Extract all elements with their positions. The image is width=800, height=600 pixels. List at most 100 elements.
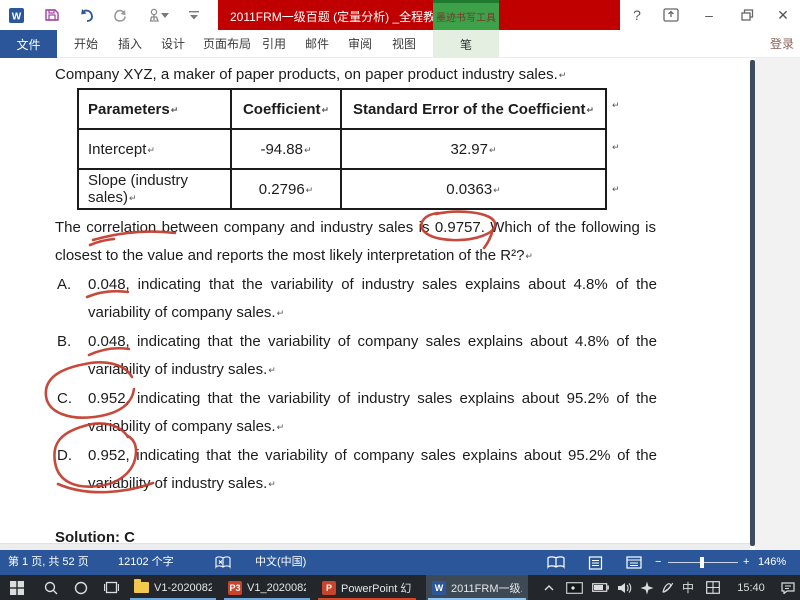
word-count[interactable]: 12102 个字 bbox=[118, 556, 174, 568]
cell-slope-se: 0.0363 bbox=[446, 180, 493, 198]
minimize-button[interactable]: – bbox=[705, 7, 713, 23]
cell-slope: Slope (industry sales) bbox=[88, 172, 189, 206]
document-right-margin bbox=[755, 58, 800, 550]
close-button[interactable]: ✕ bbox=[777, 6, 789, 23]
option-d-label: D. bbox=[57, 447, 72, 464]
svg-text:W: W bbox=[11, 11, 21, 22]
cell-intercept-coef: -94.88 bbox=[260, 140, 303, 158]
cortana-icon[interactable] bbox=[68, 575, 94, 600]
zoom-slider-handle[interactable] bbox=[700, 557, 704, 568]
option-c-line2: variability of company sales.↵ bbox=[88, 418, 285, 435]
tab-view[interactable]: 视图 bbox=[392, 37, 417, 51]
regression-table: Parameters↵ Coefficient↵ Standard Error … bbox=[77, 88, 607, 210]
tab-layout[interactable]: 页面布局 bbox=[203, 37, 252, 51]
battery-icon[interactable] bbox=[588, 575, 612, 600]
option-b-line1: 0.048, indicating that the variability o… bbox=[88, 333, 657, 350]
save-icon[interactable] bbox=[42, 5, 62, 25]
ribbon-tab-row: 文件 开始 插入 设计 页面布局 引用 邮件 审阅 视图 笔 登录 bbox=[0, 30, 800, 58]
table-header-row: Parameters↵ Coefficient↵ Standard Error … bbox=[77, 88, 607, 130]
status-bar: 第 1 页, 共 52 页 12102 个字 中文(中国) − + 146% bbox=[0, 550, 800, 575]
notification-center-icon[interactable] bbox=[778, 575, 798, 600]
contextual-tab-group: 墨迹书写工具 bbox=[433, 0, 499, 30]
redo-icon[interactable] bbox=[110, 5, 130, 25]
tab-pen[interactable]: 笔 bbox=[433, 30, 499, 58]
tray-display-icon[interactable] bbox=[562, 575, 586, 600]
word-icon: W bbox=[432, 580, 446, 595]
read-mode-icon[interactable] bbox=[546, 554, 566, 571]
touch-mode-icon[interactable] bbox=[144, 5, 164, 25]
word-logo-icon: W bbox=[6, 5, 26, 25]
tray-chevron-up-icon[interactable] bbox=[540, 575, 558, 600]
table-row-end-mark: ↵ bbox=[612, 142, 620, 152]
option-c-line1: 0.952, indicating that the variability o… bbox=[88, 390, 657, 407]
question-line-2: closest to the value and reports the mos… bbox=[55, 247, 533, 264]
option-b-line2: variability of industry sales.↵ bbox=[88, 361, 276, 378]
option-b-label: B. bbox=[57, 333, 72, 350]
zoom-level[interactable]: 146% bbox=[758, 556, 787, 568]
title-bar: W 2011FRM一级百题 (定量分析) _全程教育 【... 墨迹书写工具 ?… bbox=[0, 0, 800, 30]
start-button windows-logo-icon[interactable] bbox=[4, 575, 30, 600]
zoom-in-button[interactable]: + bbox=[743, 556, 750, 568]
ime-language-indicator[interactable]: 中 bbox=[681, 581, 694, 595]
cell-intercept: Intercept bbox=[88, 140, 147, 158]
tab-file[interactable]: 文件 bbox=[0, 30, 57, 58]
cell-slope-coef: 0.2796 bbox=[258, 180, 305, 198]
vertical-scrollbar[interactable] bbox=[750, 60, 755, 546]
window-title: 2011FRM一级百题 (定量分析) _全程教育 【... bbox=[230, 10, 473, 24]
intro-line: Company XYZ, a maker of paper products, … bbox=[55, 66, 567, 83]
table-row: Intercept↵ -94.88↵ 32.97↵ bbox=[77, 128, 607, 170]
web-layout-icon[interactable] bbox=[624, 554, 644, 571]
taskbar-button-powerpoint-1[interactable]: P3 V1_20200829-3... bbox=[222, 575, 312, 600]
zoom-out-button[interactable]: − bbox=[655, 556, 662, 568]
document-page: Company XYZ, a maker of paper products, … bbox=[0, 58, 800, 550]
volume-icon[interactable] bbox=[612, 575, 636, 600]
option-a-line1: 0.048, indicating that the variability o… bbox=[88, 276, 657, 293]
table-header-stderr: Standard Error of the Coefficient bbox=[352, 100, 586, 118]
solution-partial-text: Solution: C bbox=[55, 529, 135, 546]
cell-intercept-se: 32.97 bbox=[450, 140, 488, 158]
taskbar-button-folder[interactable]: V1-20200829-3... bbox=[128, 575, 218, 600]
language-indicator[interactable]: 中文(中国) bbox=[255, 556, 307, 568]
table-row-end-mark: ↵ bbox=[612, 184, 620, 194]
page-bottom-gap bbox=[0, 543, 750, 550]
sign-in-link[interactable]: 登录 bbox=[769, 37, 794, 51]
proofing-error-icon[interactable] bbox=[213, 554, 233, 571]
ime-keyboard-icon[interactable] bbox=[702, 575, 724, 600]
powerpoint-icon: P bbox=[322, 580, 336, 595]
taskbar-button-powerpoint-2[interactable]: P PowerPoint 幻... bbox=[316, 575, 418, 600]
tab-design[interactable]: 设计 bbox=[161, 37, 186, 51]
page-indicator[interactable]: 第 1 页, 共 52 页 bbox=[8, 556, 89, 568]
tab-insert[interactable]: 插入 bbox=[118, 37, 143, 51]
tab-review[interactable]: 审阅 bbox=[348, 37, 373, 51]
option-a-label: A. bbox=[57, 276, 72, 293]
tab-mailings[interactable]: 邮件 bbox=[305, 37, 330, 51]
taskbar: V1-20200829-3... P3 V1_20200829-3... P P… bbox=[0, 575, 800, 600]
option-d-line2: variability of industry sales.↵ bbox=[88, 475, 276, 492]
print-layout-icon[interactable] bbox=[585, 554, 605, 571]
table-header-parameters: Parameters bbox=[88, 100, 170, 118]
tab-references[interactable]: 引用 bbox=[262, 37, 287, 51]
contextual-tab-group-label: 墨迹书写工具 bbox=[436, 13, 496, 24]
folder-icon bbox=[134, 579, 149, 593]
title-red-band: 2011FRM一级百题 (定量分析) _全程教育 【... bbox=[218, 0, 620, 30]
touch-mode-dropdown-icon[interactable] bbox=[160, 5, 170, 25]
ribbon-display-options-icon[interactable] bbox=[658, 4, 684, 26]
airplane-mode-icon[interactable] bbox=[636, 575, 658, 600]
tab-home[interactable]: 开始 bbox=[74, 37, 99, 51]
option-c-label: C. bbox=[57, 390, 72, 407]
help-button[interactable]: ? bbox=[633, 7, 641, 23]
table-row: Slope (industry sales)↵ 0.2796↵ 0.0363↵ bbox=[77, 168, 607, 210]
taskbar-button-word-active[interactable]: W 2011FRM一级... bbox=[426, 575, 528, 600]
clock[interactable]: 15:40 bbox=[737, 581, 765, 594]
search-icon[interactable] bbox=[38, 575, 64, 600]
powerpoint-icon: P3 bbox=[228, 580, 242, 595]
option-d-line1: 0.952, indicating that the variability o… bbox=[88, 447, 657, 464]
table-row-end-mark: ↵ bbox=[612, 100, 620, 110]
undo-icon[interactable] bbox=[76, 5, 96, 25]
restore-button[interactable] bbox=[734, 4, 760, 26]
option-a-line2: variability of company sales.↵ bbox=[88, 304, 285, 321]
question-line-1: The correlation between company and indu… bbox=[55, 219, 656, 236]
task-view-icon[interactable] bbox=[98, 575, 124, 600]
windows-ink-pen-icon[interactable] bbox=[656, 575, 678, 600]
qat-customize-icon[interactable] bbox=[184, 5, 204, 25]
